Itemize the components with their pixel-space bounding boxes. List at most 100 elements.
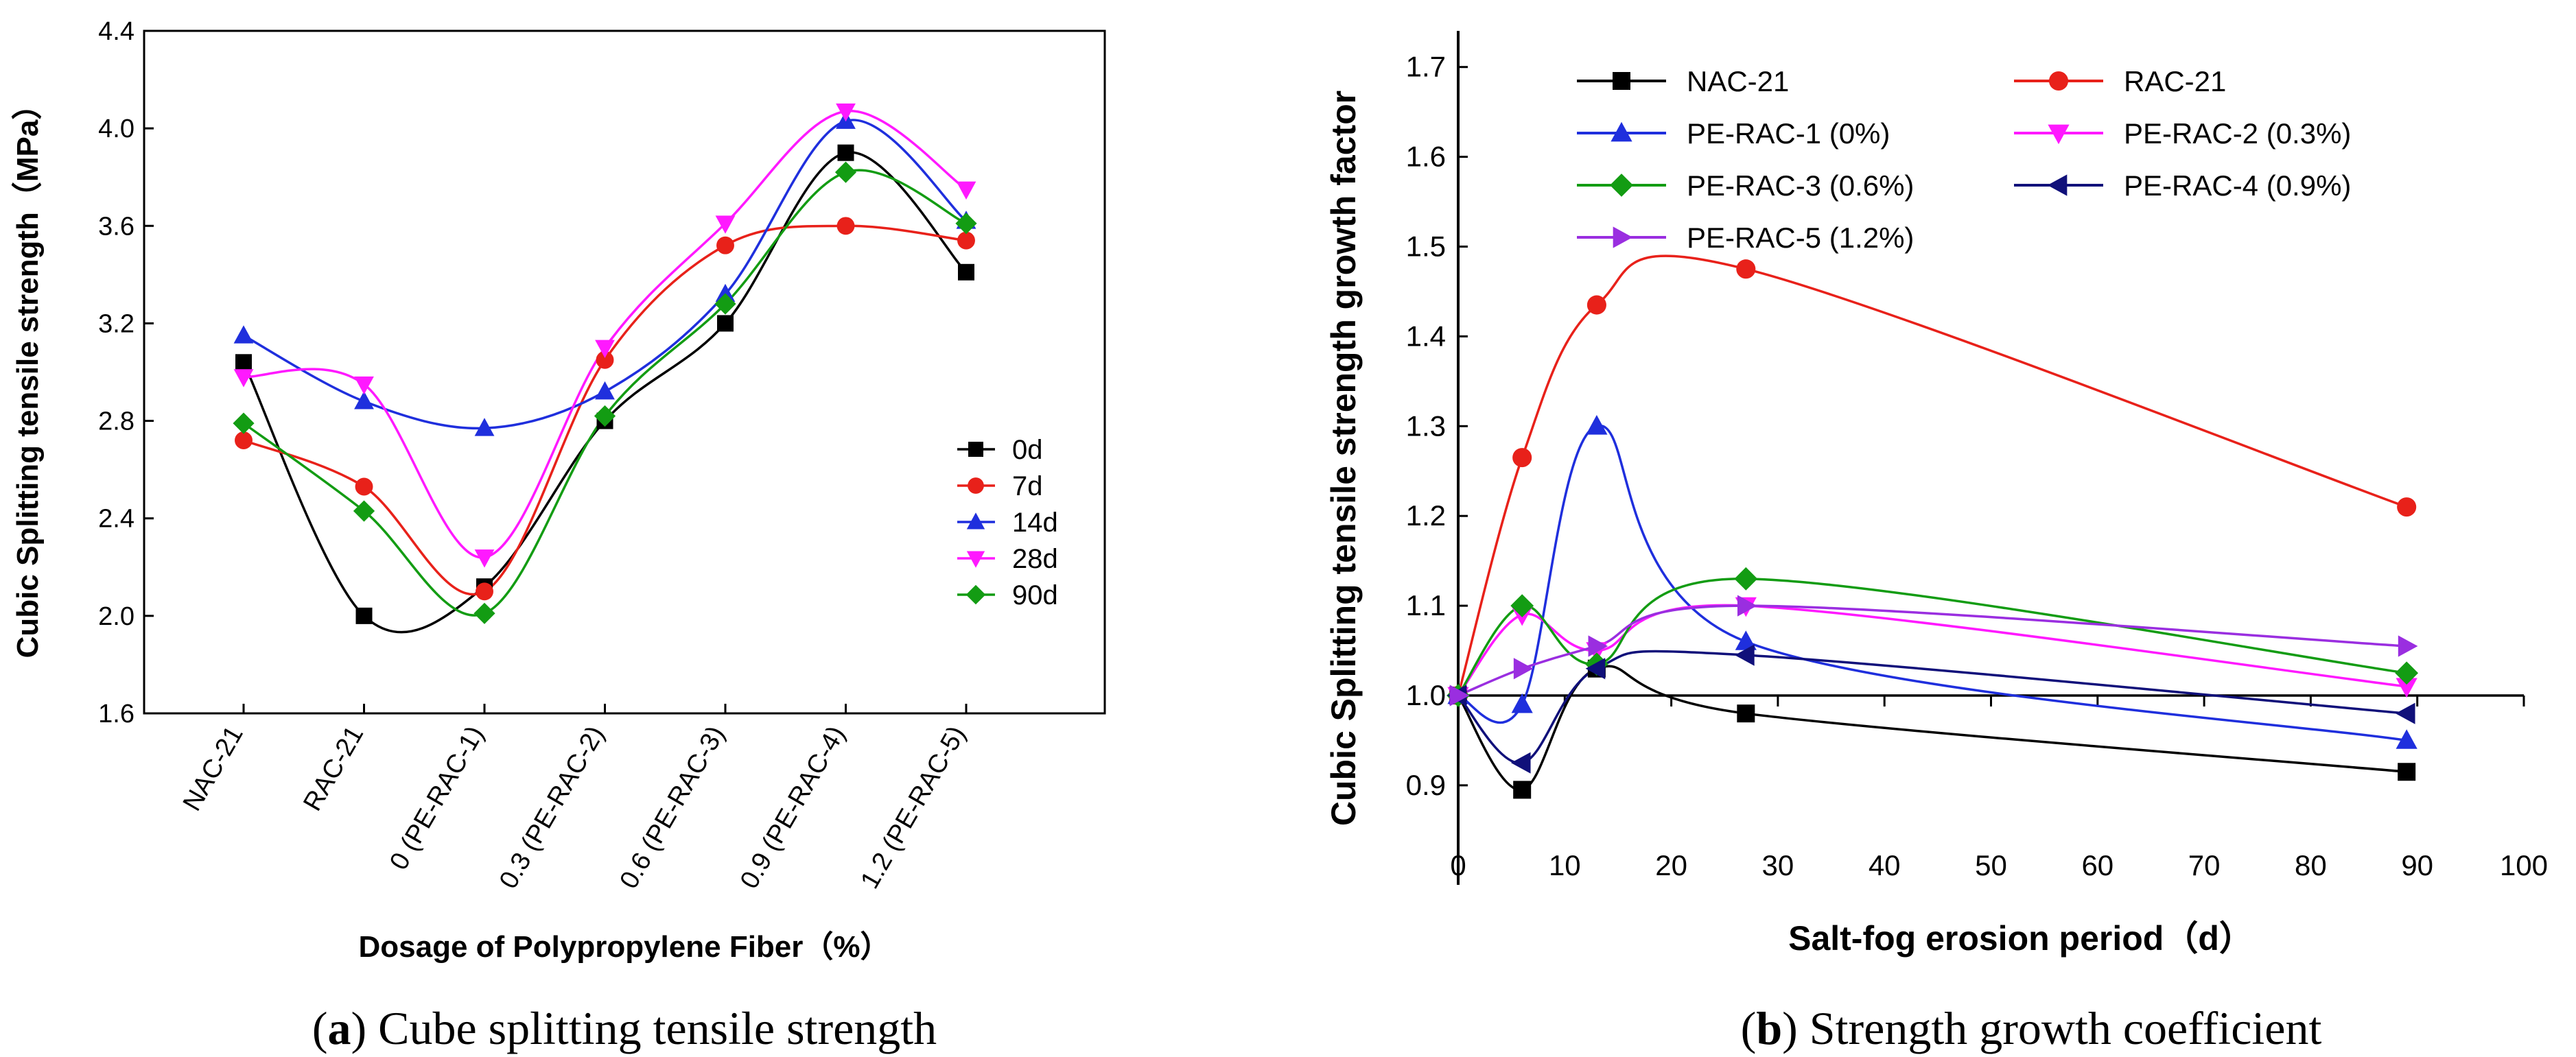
panel-a-y-tick-label: 3.2 [98, 309, 134, 338]
panel-a-point-14d [233, 325, 254, 344]
panel-b-x-tick-label: 50 [1975, 849, 2007, 881]
panel-b-point-pe-rac-4-0-9 [1585, 658, 1606, 680]
panel-a-point-28d [354, 376, 374, 395]
panel-a-point-90d [714, 293, 736, 315]
panel-b-curves [1457, 254, 2407, 792]
panel-a-y-tick-label: 2.4 [98, 505, 134, 534]
panel-a-legend-label-0d: 0d [1012, 435, 1043, 465]
panel-a-caption: (a) Cube splitting tensile strength [312, 1002, 937, 1054]
panel-a-point-7d [235, 431, 253, 449]
panel-b-legend-label-pe-rac-1-0: PE-RAC-1 (0%) [1687, 117, 1890, 150]
panel-b-x-axis-title: Salt-fog erosion period（d） [1788, 919, 2253, 958]
panel-b-markers [1447, 259, 2419, 799]
panel-a-point-28d [836, 103, 856, 122]
panel-a-y-axis-title: Cubic Splitting tensile strength（MPa） [11, 90, 45, 658]
panel-b-legend-marker-pe-rac-3-0-6 [1610, 174, 1633, 197]
panel-b-point-rac-21 [2397, 497, 2417, 517]
panel-a-legend-label-90d: 90d [1012, 580, 1058, 610]
panel-a-caption-text: Cube splitting tensile strength [378, 1002, 937, 1054]
panel-a-point-90d [594, 405, 616, 427]
panel-b-curve-rac-21 [1457, 254, 2407, 696]
panel-b-x-tick-label: 0 [1450, 849, 1466, 881]
panel-b-x-tick-label: 90 [2401, 849, 2433, 881]
panel-b-point-pe-rac-4-0-9 [1735, 644, 1755, 666]
panel-a-point-14d [354, 391, 374, 409]
panel-a-y-tick-label: 3.6 [98, 212, 134, 241]
panel-a-point-14d [474, 418, 495, 436]
panel-a-point-90d [233, 412, 255, 434]
panel-b-point-nac-21 [1737, 704, 1755, 723]
panel-a-plot-frame [143, 29, 1106, 715]
panel-a-y-axis: 1.6 2.0 2.4 2.8 3.2 3.6 4.0 4.4 [98, 17, 154, 728]
panel-b-legend-marker-pe-rac-4-0-9 [2047, 174, 2068, 196]
panel-a-caption-open: ( [312, 1002, 328, 1054]
panel-a-point-28d [715, 215, 736, 234]
panel-b-y-tick-label: 1.5 [1406, 230, 1446, 263]
panel-b-curve-pe-rac-1-0 [1457, 425, 2407, 742]
panel-a-x-tick-label: 1.2 (PE-RAC-5) [855, 722, 971, 894]
panel-a-legend-marker-28d [966, 551, 985, 568]
panel-b-point-pe-rac-5-1-2 [1513, 658, 1534, 680]
panel-a-legend-marker-14d [966, 512, 985, 530]
panel-a-point-7d [355, 477, 373, 496]
panel-b-point-pe-rac-1-0 [1511, 693, 1533, 713]
panel-b-caption: (b) Strength growth coefficient [1741, 1002, 2322, 1054]
panel-a-point-28d [595, 340, 615, 358]
panel-a-y-tick-label: 2.8 [98, 407, 134, 436]
panel-a-x-tick-label: 0.6 (PE-RAC-3) [614, 722, 730, 894]
panel-b-legend-label-pe-rac-4-0-9: PE-RAC-4 (0.9%) [2124, 169, 2351, 202]
panel-b-caption-open: ( [1741, 1002, 1757, 1054]
panel-a-point-7d [476, 582, 493, 601]
panel-a-legend-label-28d: 28d [1012, 544, 1058, 574]
panel-a-point-0d [958, 263, 974, 281]
panel-a-x-tick-label: 0.9 (PE-RAC-4) [735, 722, 851, 894]
panel-a-x-axis: NAC-21 RAC-21 0 (PE-RAC-1) 0.3 (PE-RAC-2) 0.… [178, 704, 972, 894]
panel-b-point-rac-21 [1736, 259, 1756, 279]
panel-b-y-tick-label: 1.0 [1406, 679, 1446, 711]
panel-a-point-0d [717, 315, 734, 332]
panel-b-x-tick-label: 70 [2188, 849, 2221, 881]
panel-a-point-0d [837, 144, 854, 161]
panel-a-point-0d [235, 354, 252, 371]
panel-b-x-tick-label: 30 [1762, 849, 1794, 881]
panel-b-point-pe-rac-2-0-3 [2396, 678, 2417, 698]
panel-a-y-tick-label: 1.6 [98, 700, 134, 728]
panel-b-legend-marker-rac-21 [2048, 71, 2069, 91]
panel-b-legend-marker-pe-rac-1-0 [1611, 121, 1632, 142]
panel-a-point-7d [957, 231, 975, 250]
panel-b-legend-label-pe-rac-5-1-2: PE-RAC-5 (1.2%) [1687, 222, 1914, 254]
panel-b-caption-close: ) [1782, 1002, 1810, 1054]
panel-b-legend-marker-nac-21 [1613, 72, 1630, 90]
panel-a-point-14d [715, 283, 736, 302]
panel-b-point-rac-21 [1512, 448, 1532, 468]
panel-b-x-tick-label: 40 [1869, 849, 1901, 881]
panel-a-curve-28d [243, 110, 967, 559]
panel-b-point-pe-rac-3-0-6 [2395, 661, 2419, 685]
panel-b-point-pe-rac-5-1-2 [1449, 685, 1470, 706]
panel-b-y-tick-label: 1.1 [1406, 589, 1446, 621]
svg-text:(a) Cube splitting tensile str: (a) Cube splitting tensile strength [312, 1002, 937, 1054]
panel-a-point-28d [233, 369, 254, 388]
panel-a-chart: 1.6 2.0 2.4 2.8 3.2 3.6 4.0 4.4 NAC-21 RAC-21 0 (… [11, 17, 1106, 1054]
panel-a-y-tick-label: 4.4 [98, 17, 134, 46]
panel-b-x-tick-label: 80 [2295, 849, 2327, 881]
panel-b-legend: NAC-21 RAC-21 PE-RAC-1 (0%) PE-RAC-2 (0.3%)… [1577, 65, 2351, 254]
panel-b-point-pe-rac-4-0-9 [1510, 752, 1531, 774]
panel-a-point-90d [473, 602, 495, 624]
panel-b-point-pe-rac-3-0-6 [1510, 594, 1534, 617]
panel-b-point-pe-rac-1-0 [1735, 630, 1757, 650]
panel-b-y-tick-label: 0.9 [1406, 769, 1446, 801]
panel-b-chart: 0.9 1.0 1.1 1.2 1.3 1.4 1.5 1.6 1.7 0 10 20 30 40 50 6… [1324, 31, 2548, 1054]
panel-b-y-tick-label: 1.7 [1406, 51, 1446, 83]
panel-a-caption-close: ) [351, 1002, 378, 1054]
panel-b-point-pe-rac-1-0 [2396, 729, 2417, 749]
panel-a-point-0d [355, 607, 373, 624]
panel-a-legend-label-14d: 14d [1012, 508, 1058, 538]
panel-b-legend-label-pe-rac-2-0-3: PE-RAC-2 (0.3%) [2124, 117, 2351, 150]
panel-a-legend-marker-0d [968, 442, 983, 457]
panel-b-caption-label: b [1756, 1002, 1782, 1054]
panel-b-x-tick-label: 20 [1655, 849, 1687, 881]
panel-a-x-axis-title: Dosage of Polypropylene Fiber（%） [358, 930, 890, 964]
panel-a-y-tick-label: 4.0 [98, 115, 134, 143]
panel-b-point-pe-rac-4-0-9 [2395, 702, 2415, 724]
